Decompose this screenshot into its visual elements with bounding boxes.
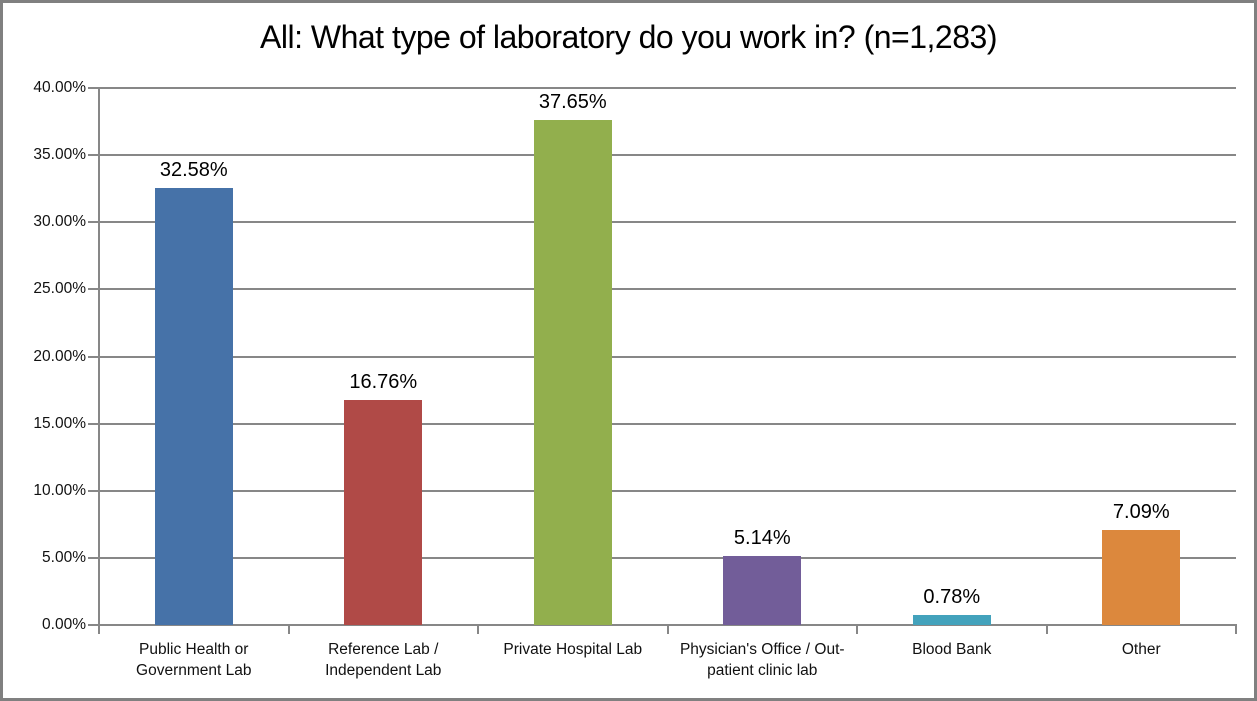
bar xyxy=(344,399,423,625)
x-category-label: Blood Bank xyxy=(912,641,992,658)
y-gridline xyxy=(99,355,1236,358)
y-axis-tick xyxy=(88,422,99,425)
y-tick-label: 25.00% xyxy=(33,280,86,298)
y-gridline xyxy=(99,556,1236,559)
y-axis-tick xyxy=(88,288,99,291)
y-axis-tick xyxy=(88,87,99,89)
x-axis-tick xyxy=(1235,625,1237,634)
y-gridline xyxy=(99,87,1236,89)
y-axis-line xyxy=(98,87,100,626)
y-gridline xyxy=(99,288,1236,291)
y-axis-tick xyxy=(88,221,99,224)
y-axis-tick xyxy=(88,556,99,559)
y-tick-label: 5.00% xyxy=(42,548,86,566)
bar xyxy=(1102,529,1181,625)
chart-title: All: What type of laboratory do you work… xyxy=(260,19,997,55)
y-axis-tick xyxy=(88,624,99,626)
bar xyxy=(723,555,802,625)
y-gridline xyxy=(99,422,1236,425)
bar-value-label: 37.65% xyxy=(538,90,607,113)
y-tick-label: 15.00% xyxy=(33,414,86,432)
x-category-label: Physician's Office / Out-patient clinic … xyxy=(679,641,845,679)
bar xyxy=(154,187,233,625)
x-category-label: Private Hospital Lab xyxy=(503,641,643,658)
y-tick-label: 35.00% xyxy=(33,146,86,164)
x-axis-tick xyxy=(1045,625,1048,634)
x-category-label: Other xyxy=(1121,641,1161,658)
x-axis-tick xyxy=(477,625,479,634)
y-axis-tick xyxy=(88,355,99,358)
bar xyxy=(533,119,612,625)
y-gridline xyxy=(99,489,1236,492)
x-axis-tick xyxy=(856,625,858,634)
x-axis-tick xyxy=(287,625,290,634)
y-tick-label: 10.00% xyxy=(33,481,86,499)
plot-area: 0.00% 5.00% 10.00% 15.00% 20.00% 25.00% 30.00%… xyxy=(3,3,1254,698)
bar xyxy=(912,614,991,625)
bar-value-label: 0.78% xyxy=(923,585,981,608)
bar-value-label: 16.76% xyxy=(349,370,418,393)
x-axis-tick xyxy=(98,625,100,634)
y-tick-label: 0.00% xyxy=(42,616,86,633)
bar-value-label: 7.09% xyxy=(1112,500,1170,523)
x-category-label: Public Health or Government Lab xyxy=(136,641,252,679)
bar-value-label: 5.14% xyxy=(733,526,791,549)
y-axis-tick xyxy=(88,489,99,492)
y-axis-tick xyxy=(88,154,99,157)
y-gridline xyxy=(99,154,1236,157)
y-tick-label: 30.00% xyxy=(33,213,86,231)
y-tick-label: 20.00% xyxy=(33,347,86,365)
y-gridline xyxy=(99,221,1236,224)
bar-value-label: 32.58% xyxy=(159,158,228,181)
y-tick-label: 40.00% xyxy=(33,79,86,96)
x-category-label: Reference Lab / Independent Lab xyxy=(325,641,442,679)
x-axis-tick xyxy=(666,625,669,634)
